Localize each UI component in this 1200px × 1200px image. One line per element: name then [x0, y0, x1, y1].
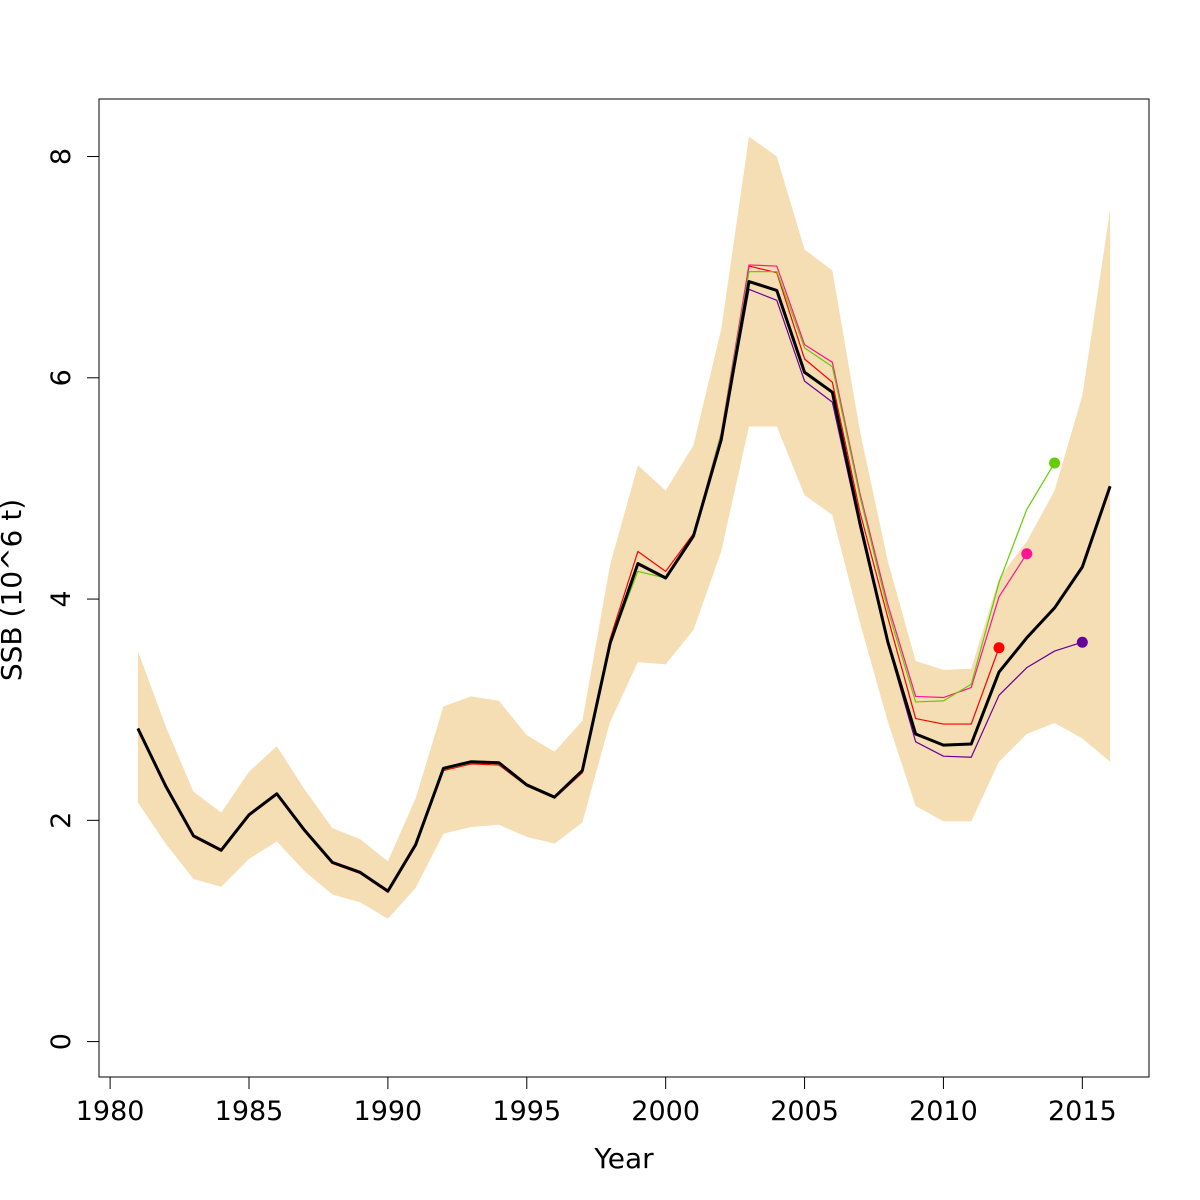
x-tick-label: 1985: [215, 1096, 284, 1127]
series-end-point-4: [1076, 636, 1088, 648]
y-axis: 0 2 4 6 8: [46, 148, 100, 1050]
x-axis-title: Year: [593, 1142, 654, 1175]
y-tick-label: 4: [46, 590, 77, 607]
x-tick-label: 1980: [76, 1096, 145, 1127]
series-end-point-3: [1049, 457, 1061, 469]
y-tick-label: 2: [46, 812, 77, 829]
x-tick-label: 1990: [354, 1096, 423, 1127]
confidence-band: [137, 136, 1111, 919]
series-line-5: [136, 280, 1112, 893]
x-tick-label: 2005: [770, 1096, 839, 1127]
confidence-band-layer: [137, 136, 1111, 919]
x-tick-label: 2015: [1048, 1096, 1117, 1127]
y-axis-title: SSB (10^6 t): [0, 499, 28, 681]
x-tick-label: 2000: [631, 1096, 700, 1127]
y-tick-label: 6: [46, 369, 77, 386]
x-tick-label: 1995: [492, 1096, 561, 1127]
x-tick-label: 2010: [909, 1096, 978, 1127]
series-end-point-2: [1021, 548, 1033, 560]
series-end-point-1: [993, 642, 1005, 654]
x-axis: 1980 1985 1990 1995 2000 2005 2010 2015: [76, 1076, 1117, 1127]
y-tick-label: 0: [46, 1033, 77, 1050]
series-layer: [136, 264, 1112, 893]
y-tick-label: 8: [46, 148, 77, 165]
